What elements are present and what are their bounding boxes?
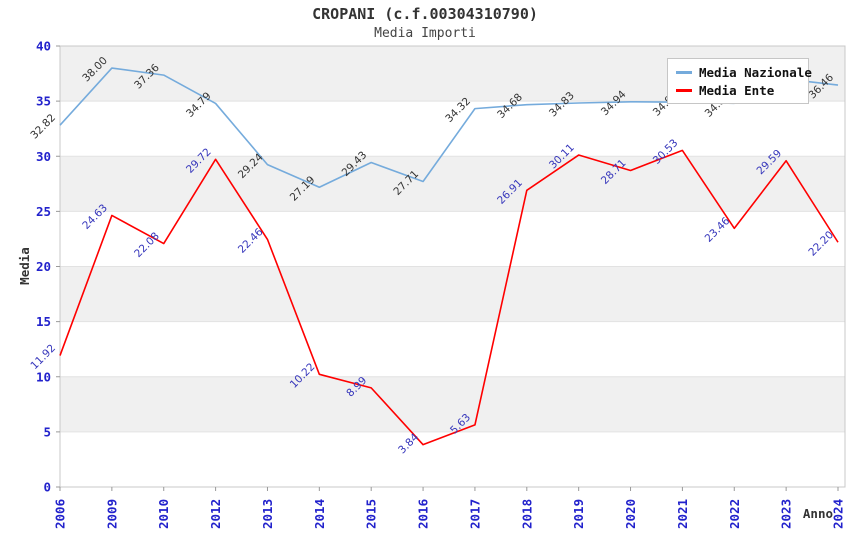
data-label: 22.46 <box>236 226 266 256</box>
x-tick-label: 2018 <box>519 499 534 529</box>
chart-title: CROPANI (c.f.00304310790) <box>312 5 538 23</box>
y-tick-label: 20 <box>36 259 51 274</box>
y-tick-label: 15 <box>36 314 51 329</box>
data-label: 23.46 <box>703 215 733 245</box>
y-axis-title: Media <box>17 247 32 285</box>
y-tick-label: 40 <box>36 39 51 54</box>
x-tick-label: 2024 <box>831 499 846 529</box>
data-label: 3.84 <box>396 431 421 456</box>
data-label: 32.82 <box>28 112 58 142</box>
x-tick-label: 2021 <box>675 499 690 529</box>
legend-label: Media Nazionale <box>699 65 812 81</box>
x-tick-label: 2012 <box>208 499 223 529</box>
legend-item-media-nazionale: Media Nazionale <box>676 64 812 82</box>
grid-band <box>60 266 845 322</box>
x-tick-label: 2010 <box>156 499 171 529</box>
data-label: 11.92 <box>28 342 58 372</box>
series-line-media-ente <box>59 149 839 446</box>
chart-legend: Media Nazionale Media Ente <box>667 58 812 104</box>
y-tick-label: 10 <box>36 369 51 384</box>
legend-label: Media Ente <box>699 82 775 98</box>
x-tick-label: 2016 <box>416 499 431 529</box>
x-axis-title: Anno <box>803 506 833 521</box>
x-tick-label: 2020 <box>623 499 638 529</box>
x-tick-label: 2017 <box>467 499 482 529</box>
legend-item-media-ente: Media Ente <box>676 82 804 100</box>
chart-subtitle: Media Importi <box>374 26 476 41</box>
x-tick-label: 2014 <box>312 499 327 529</box>
y-tick-label: 30 <box>36 149 51 164</box>
x-tick-label: 2009 <box>104 499 119 529</box>
data-label: 22.20 <box>806 229 836 259</box>
x-tick-label: 2023 <box>779 499 794 529</box>
y-tick-label: 35 <box>36 94 51 109</box>
x-tick-label: 2013 <box>260 499 275 529</box>
legend-line-swatch-blue <box>676 71 692 75</box>
legend-line-swatch-red <box>676 88 692 92</box>
grid-band <box>60 156 845 212</box>
y-tick-label: 0 <box>43 480 51 495</box>
x-tick-label: 2019 <box>571 499 586 529</box>
y-tick-label: 25 <box>36 204 51 219</box>
y-tick-label: 5 <box>43 424 51 439</box>
x-tick-label: 2022 <box>727 499 742 529</box>
grid-band <box>60 376 845 432</box>
x-tick-label: 2006 <box>53 499 68 529</box>
x-tick-label: 2015 <box>364 499 379 529</box>
